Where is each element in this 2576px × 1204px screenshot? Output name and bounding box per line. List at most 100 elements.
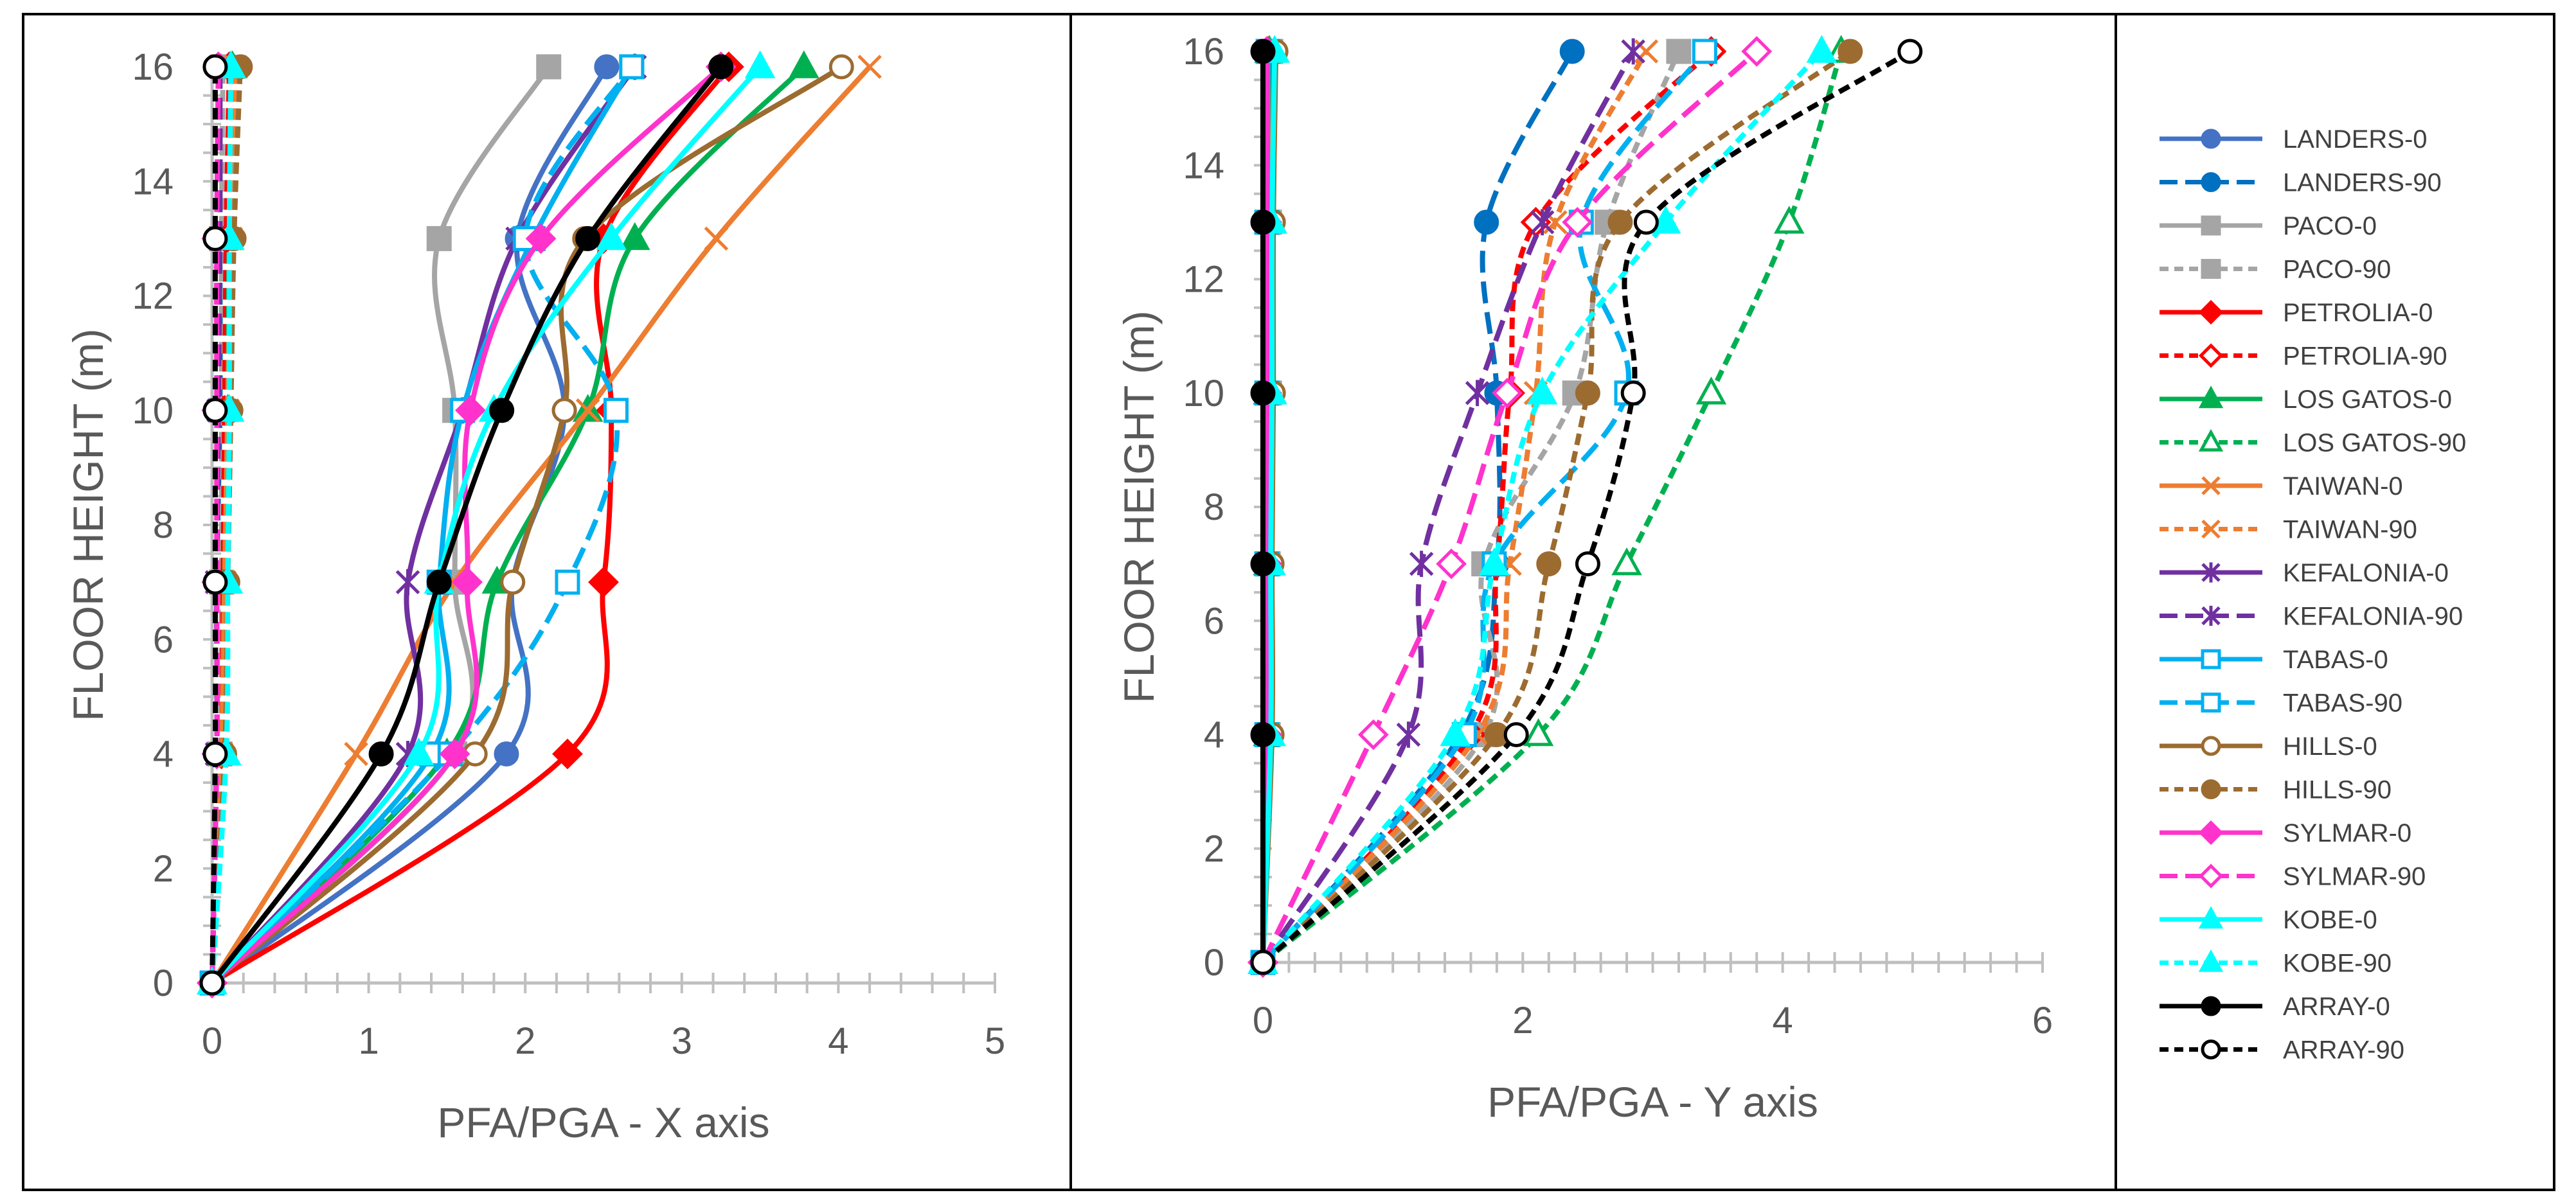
legend-marker xyxy=(2201,779,2221,799)
data-point-tabas-90 xyxy=(1692,39,1717,64)
legend-marker xyxy=(2201,172,2221,192)
data-point-kobe-90 xyxy=(1479,547,1510,576)
legend-item-tabas-0: TABAS-0 xyxy=(2160,646,2388,674)
series-hills-0 xyxy=(199,54,854,996)
legend-label: PACO-0 xyxy=(2283,212,2377,240)
series-line-array-0 xyxy=(210,65,723,985)
series-line-kobe-0 xyxy=(210,65,762,985)
series-line-hills-90 xyxy=(1261,49,1852,964)
legend-label: LOS GATOS-90 xyxy=(2283,429,2466,457)
y-axis-title: FLOOR HEIGHT (m) xyxy=(1115,310,1163,703)
legend-marker xyxy=(2201,476,2221,495)
data-point-sylmar-90 xyxy=(1436,548,1467,580)
legend-marker xyxy=(2201,736,2221,756)
data-point-kobe-90 xyxy=(1806,35,1838,63)
legend-marker xyxy=(2201,605,2221,626)
y-tick-label: 4 xyxy=(1204,714,1224,756)
data-point-kefalonia-0 xyxy=(395,569,420,596)
x-tick-label: 4 xyxy=(828,1020,848,1062)
data-point-los-gatos-90 xyxy=(1611,547,1642,576)
legend-label: LANDERS-90 xyxy=(2283,169,2442,197)
data-point-los-gatos-90 xyxy=(1695,376,1727,405)
series-line-sylmar-90 xyxy=(1260,49,1758,964)
legend-marker xyxy=(2198,385,2224,409)
x-tick-label: 0 xyxy=(202,1020,222,1062)
data-point-petrolia-0 xyxy=(588,567,619,598)
legend-marker xyxy=(2198,820,2224,845)
data-point-array-90 xyxy=(1897,39,1923,64)
legend-marker xyxy=(2198,863,2224,889)
y-tick-label: 6 xyxy=(1204,600,1224,642)
data-point-hills-90 xyxy=(1536,551,1562,577)
data-point-array-90 xyxy=(1620,380,1646,406)
data-point-tabas-90 xyxy=(603,398,629,423)
data-point-array-90 xyxy=(202,398,228,423)
data-point-array-90 xyxy=(202,741,228,766)
series-line-petrolia-90 xyxy=(1261,49,1713,964)
x-axis-title: PFA/PGA - X axis xyxy=(437,1099,769,1146)
legend-item-petrolia-90: PETROLIA-90 xyxy=(2160,342,2447,371)
x-tick-label: 3 xyxy=(672,1020,692,1062)
data-point-kefalonia-90 xyxy=(1396,722,1421,748)
data-point-kobe-90 xyxy=(1650,206,1681,234)
data-point-landers-0 xyxy=(594,54,620,80)
data-point-paco-0 xyxy=(536,54,562,80)
y-tick-label: 16 xyxy=(1183,31,1224,73)
legend-item-kobe-90: KOBE-90 xyxy=(2160,950,2392,978)
series-line-sylmar-0 xyxy=(210,65,723,985)
x-tick-label: 0 xyxy=(1253,1000,1273,1041)
data-point-landers-90 xyxy=(1474,209,1499,235)
data-point-los-gatos-0 xyxy=(619,222,650,251)
data-point-array-90 xyxy=(1575,551,1600,577)
series-line-kobe-90 xyxy=(210,66,234,984)
legend-item-array-90: ARRAY-90 xyxy=(2160,1036,2404,1065)
series-taiwan-90 xyxy=(1251,39,1659,975)
series-line-tabas-0 xyxy=(210,66,634,985)
x-tick-label: 6 xyxy=(2032,1000,2053,1041)
series-line-landers-90 xyxy=(1260,50,1575,964)
legend-label: KEFALONIA-90 xyxy=(2283,603,2463,631)
x-tick-label: 2 xyxy=(1512,1000,1533,1041)
series-tabas-90 xyxy=(1250,39,1717,975)
data-point-taiwan-0 xyxy=(704,226,729,251)
y-tick-label: 4 xyxy=(153,734,174,775)
data-point-sylmar-0 xyxy=(439,738,470,770)
data-point-kefalonia-90 xyxy=(1530,209,1555,236)
y-tick-label: 2 xyxy=(1204,828,1224,870)
series-kobe-0 xyxy=(197,50,776,995)
data-point-taiwan-0 xyxy=(575,398,600,423)
x-axis-title: PFA/PGA - Y axis xyxy=(1487,1078,1818,1126)
series-line-hills-0 xyxy=(210,64,843,986)
data-point-hills-90 xyxy=(1838,39,1863,64)
series-line-kobe-0 xyxy=(1260,51,1278,963)
legend-item-landers-90: LANDERS-90 xyxy=(2160,169,2442,197)
data-point-kobe-0 xyxy=(403,737,434,766)
data-point-array-0 xyxy=(368,741,394,766)
y-tick-label: 10 xyxy=(1183,373,1224,414)
legend-item-los-gatos-0: LOS GATOS-0 xyxy=(2160,385,2452,414)
y-tick-label: 0 xyxy=(1204,942,1224,984)
data-point-landers-0 xyxy=(494,741,519,766)
series-petrolia-0 xyxy=(197,51,744,998)
legend-label: SYLMAR-0 xyxy=(2283,819,2411,847)
y-tick-label: 8 xyxy=(153,504,174,546)
series-line-kefalonia-90 xyxy=(1260,50,1636,964)
legend-label: PETROLIA-0 xyxy=(2283,299,2433,327)
x-tick-label: 2 xyxy=(515,1020,535,1062)
data-point-array-0 xyxy=(1250,551,1276,577)
y-tick-label: 6 xyxy=(153,619,174,660)
legend-item-paco-90: PACO-90 xyxy=(2160,256,2391,284)
data-point-los-gatos-90 xyxy=(1523,718,1554,747)
y-tick-label: 12 xyxy=(1183,259,1224,301)
y-tick-label: 10 xyxy=(132,390,174,432)
legend-marker xyxy=(2201,649,2221,669)
legend-item-sylmar-90: SYLMAR-90 xyxy=(2160,863,2426,891)
series-line-petrolia-0 xyxy=(210,65,731,986)
legend-marker xyxy=(2198,299,2224,325)
data-point-landers-90 xyxy=(1559,39,1585,64)
data-point-hills-90 xyxy=(1607,209,1633,235)
legend-item-petrolia-0: PETROLIA-0 xyxy=(2160,299,2433,327)
series-line-array-90 xyxy=(1261,49,1911,964)
